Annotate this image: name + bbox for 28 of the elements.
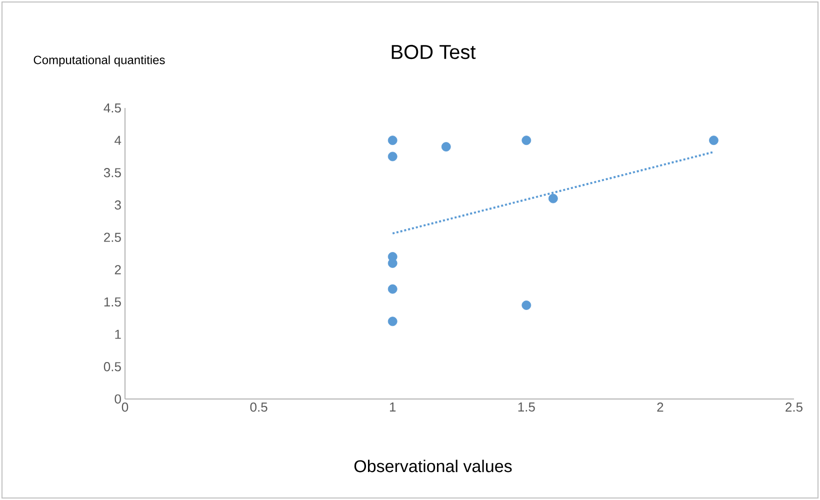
y-tick-label: 1	[115, 330, 121, 339]
x-axis-title: Observational values	[354, 460, 512, 472]
y-tick-label: 3.5	[104, 168, 121, 178]
point	[709, 136, 718, 146]
y-tick-label: 0	[114, 394, 121, 404]
x-tick-label: 1.5	[518, 402, 535, 412]
x-tick-label: 2	[657, 402, 664, 412]
y-tick-label: 4	[114, 136, 122, 145]
point	[548, 194, 558, 204]
point	[388, 316, 398, 326]
point	[441, 142, 451, 152]
x-tick-label: 2.5	[786, 402, 802, 412]
y-tick-label: 2	[114, 265, 121, 274]
y-tick-label: 3	[114, 200, 121, 210]
x-tick-label: 0.5	[250, 402, 268, 412]
y-tick-label: 0.5	[104, 362, 121, 372]
y-axis-title: Computational quantities	[34, 55, 165, 67]
y-tick-label: 4.5	[104, 103, 121, 113]
x-tick-label: 1	[390, 402, 396, 412]
point	[388, 284, 398, 294]
y-tick-label: 2.5	[104, 232, 121, 242]
point	[522, 300, 532, 310]
point	[388, 136, 398, 146]
point	[388, 152, 398, 162]
x-tick-label: 0	[122, 402, 128, 412]
point	[522, 136, 532, 146]
chart-title: BOD Test	[392, 44, 476, 60]
y-tick-label: 1.5	[104, 297, 121, 307]
